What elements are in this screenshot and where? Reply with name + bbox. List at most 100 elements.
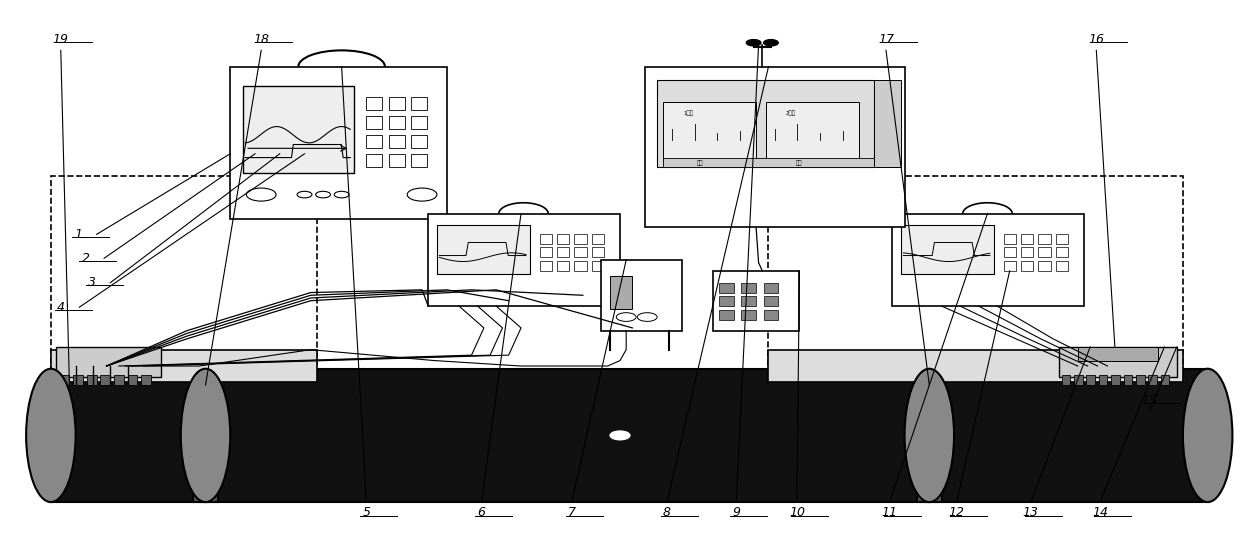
Text: 12: 12 xyxy=(949,507,965,520)
Text: 18: 18 xyxy=(253,33,269,46)
Bar xyxy=(366,154,382,167)
Bar xyxy=(1003,261,1016,271)
Bar xyxy=(60,375,69,385)
Circle shape xyxy=(335,191,348,198)
Circle shape xyxy=(610,431,630,440)
Bar xyxy=(366,135,382,148)
Ellipse shape xyxy=(904,369,954,502)
Text: 14: 14 xyxy=(1092,507,1109,520)
Bar xyxy=(56,347,161,377)
Bar xyxy=(428,214,620,306)
Bar xyxy=(1136,375,1145,385)
Bar xyxy=(1021,261,1033,271)
Text: 2: 2 xyxy=(82,252,89,265)
Bar xyxy=(1021,247,1033,257)
Bar xyxy=(1003,247,1016,257)
Bar xyxy=(719,283,734,293)
Text: 8: 8 xyxy=(663,507,671,520)
Bar xyxy=(388,97,404,110)
Bar xyxy=(574,261,587,271)
Bar xyxy=(591,234,604,243)
Bar xyxy=(1038,247,1050,257)
Bar xyxy=(1061,375,1070,385)
Bar xyxy=(574,234,587,243)
Circle shape xyxy=(440,287,465,298)
Text: 幅值: 幅值 xyxy=(796,160,802,166)
Circle shape xyxy=(637,313,657,322)
Text: 5: 5 xyxy=(362,507,371,520)
Bar xyxy=(764,310,779,320)
Bar xyxy=(769,350,1183,382)
Bar xyxy=(51,369,1208,502)
Text: 4: 4 xyxy=(57,301,64,314)
Bar xyxy=(1038,234,1050,243)
Bar xyxy=(128,375,138,385)
Bar xyxy=(243,86,353,173)
Bar xyxy=(610,276,632,309)
Circle shape xyxy=(764,39,779,46)
Bar xyxy=(539,261,552,271)
Bar xyxy=(1038,261,1050,271)
Bar xyxy=(601,260,682,330)
Bar xyxy=(557,261,569,271)
Text: 1: 1 xyxy=(74,228,82,241)
Text: 3: 3 xyxy=(88,276,95,289)
Bar xyxy=(1074,375,1083,385)
Circle shape xyxy=(298,191,312,198)
Bar xyxy=(663,102,756,162)
Bar xyxy=(193,369,218,502)
Text: 1频次: 1频次 xyxy=(683,110,693,116)
Bar xyxy=(539,247,552,257)
Bar xyxy=(539,234,552,243)
Bar xyxy=(766,102,859,162)
Bar xyxy=(410,97,427,110)
Bar xyxy=(764,296,779,306)
Bar xyxy=(51,176,317,382)
Bar xyxy=(141,375,151,385)
Circle shape xyxy=(779,199,808,212)
Text: 6: 6 xyxy=(477,507,485,520)
Bar xyxy=(1123,375,1132,385)
Bar xyxy=(742,296,756,306)
Bar xyxy=(73,375,83,385)
Bar xyxy=(1055,261,1068,271)
Bar xyxy=(900,224,993,274)
Text: 19: 19 xyxy=(53,33,68,46)
Text: 15: 15 xyxy=(1142,394,1157,407)
Bar xyxy=(719,296,734,306)
Bar xyxy=(388,116,404,129)
Bar xyxy=(874,80,900,167)
Text: 2频次: 2频次 xyxy=(786,110,796,116)
Bar xyxy=(574,247,587,257)
Text: 10: 10 xyxy=(789,507,805,520)
Bar xyxy=(366,97,382,110)
Text: 11: 11 xyxy=(882,507,898,520)
Bar xyxy=(557,234,569,243)
Bar xyxy=(657,80,874,167)
Bar xyxy=(366,116,382,129)
Bar xyxy=(742,310,756,320)
Bar xyxy=(1003,234,1016,243)
Bar xyxy=(51,350,317,382)
Ellipse shape xyxy=(26,369,76,502)
Bar xyxy=(1078,347,1158,360)
Bar xyxy=(436,224,529,274)
Bar xyxy=(893,214,1084,306)
Bar xyxy=(713,271,800,330)
Ellipse shape xyxy=(181,369,231,502)
Bar xyxy=(1021,234,1033,243)
Bar xyxy=(1059,347,1177,377)
Circle shape xyxy=(966,287,991,298)
Bar xyxy=(591,261,604,271)
Bar xyxy=(1099,375,1107,385)
Bar xyxy=(719,310,734,320)
Circle shape xyxy=(904,287,929,298)
Text: 17: 17 xyxy=(878,33,894,46)
Bar xyxy=(388,135,404,148)
Bar xyxy=(1111,375,1120,385)
Ellipse shape xyxy=(1183,369,1233,502)
Bar xyxy=(388,154,404,167)
Circle shape xyxy=(616,313,636,322)
Bar xyxy=(1086,375,1095,385)
Text: 16: 16 xyxy=(1089,33,1105,46)
